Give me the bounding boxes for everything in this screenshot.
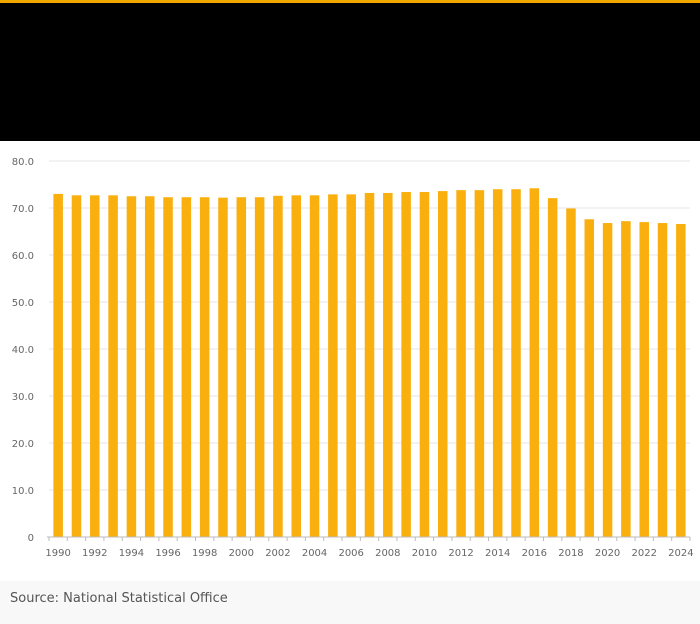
x-tick-label: 2012 — [448, 548, 473, 559]
x-tick-label: 2022 — [631, 548, 656, 559]
bar-2003 — [291, 195, 302, 537]
bar-2014 — [492, 189, 503, 537]
x-tick-label: 2010 — [412, 548, 437, 559]
y-tick-label: 0 — [28, 533, 34, 544]
bar-2001 — [254, 197, 265, 537]
bar-2017 — [547, 198, 558, 537]
bar-2016 — [529, 188, 540, 537]
x-axis-ticks — [48, 537, 691, 541]
bar-2011 — [437, 191, 448, 537]
x-tick-label: 2004 — [302, 548, 327, 559]
bar-2008 — [383, 192, 393, 537]
x-tick-label: 1998 — [192, 548, 217, 559]
source-note: Source: National Statistical Office — [10, 591, 228, 606]
bar-2002 — [273, 195, 283, 537]
bar-2023 — [657, 223, 668, 537]
bar-1999 — [218, 197, 228, 537]
x-tick-label: 2020 — [595, 548, 620, 559]
x-tick-label: 1994 — [119, 548, 144, 559]
x-tick-label: 2002 — [265, 548, 290, 559]
x-tick-label: 2006 — [338, 548, 363, 559]
y-tick-label: 70.0 — [12, 204, 34, 215]
x-tick-label: 2000 — [229, 548, 254, 559]
chart-area: 0 10.0 20.0 30.0 40.0 50.0 60.0 70.0 80.0 1990 19… — [0, 141, 700, 581]
bar-1996 — [163, 197, 173, 537]
x-tick-label: 2014 — [485, 548, 510, 559]
bar-2018 — [566, 208, 576, 537]
bar-1995 — [144, 196, 155, 537]
header-accent-line — [0, 0, 700, 3]
bar-1993 — [108, 195, 118, 537]
bar-1998 — [199, 197, 210, 537]
bar-2000 — [236, 197, 247, 537]
bar-2020 — [602, 223, 613, 537]
x-tick-label: 2018 — [558, 548, 583, 559]
bar-2010 — [419, 192, 430, 537]
x-tick-label: 2016 — [522, 548, 547, 559]
y-tick-label: 30.0 — [12, 392, 34, 403]
bar-2022 — [639, 222, 649, 537]
bar-2021 — [621, 221, 631, 537]
bar-2005 — [328, 194, 338, 537]
grid-lines — [49, 160, 690, 491]
bar-2007 — [364, 192, 375, 537]
x-tick-label: 1992 — [82, 548, 107, 559]
bars — [53, 188, 686, 537]
header-block — [0, 3, 700, 141]
bar-2015 — [511, 189, 521, 537]
x-tick-label: 2024 — [668, 548, 693, 559]
bar-1994 — [126, 196, 137, 537]
x-tick-label: 1996 — [155, 548, 180, 559]
y-tick-label: 10.0 — [12, 486, 34, 497]
bar-2019 — [584, 219, 595, 537]
bar-1991 — [71, 195, 82, 537]
bar-2024 — [676, 223, 686, 537]
bar-2012 — [456, 190, 466, 537]
y-axis-labels: 0 10.0 20.0 30.0 40.0 50.0 60.0 70.0 80.0 — [12, 157, 34, 544]
y-tick-label: 80.0 — [12, 157, 34, 168]
bar-1997 — [181, 197, 192, 537]
y-tick-label: 40.0 — [12, 345, 34, 356]
x-tick-label: 2008 — [375, 548, 400, 559]
bar-1992 — [90, 195, 100, 537]
x-axis-labels: 1990 1992 1994 1996 1998 2000 2002 2004 2006 2008… — [45, 548, 693, 559]
x-tick-label: 1990 — [45, 548, 70, 559]
bar-2013 — [474, 190, 485, 537]
y-tick-label: 60.0 — [12, 251, 34, 262]
bar-2009 — [401, 192, 411, 537]
bar-2006 — [346, 194, 356, 537]
bar-1990 — [53, 193, 63, 537]
y-tick-label: 20.0 — [12, 439, 34, 450]
y-tick-label: 50.0 — [12, 298, 34, 309]
bar-2004 — [309, 195, 320, 537]
bar-chart: 010.020.030.040.050.060.070.080.0 1990 19… — [12, 157, 694, 559]
